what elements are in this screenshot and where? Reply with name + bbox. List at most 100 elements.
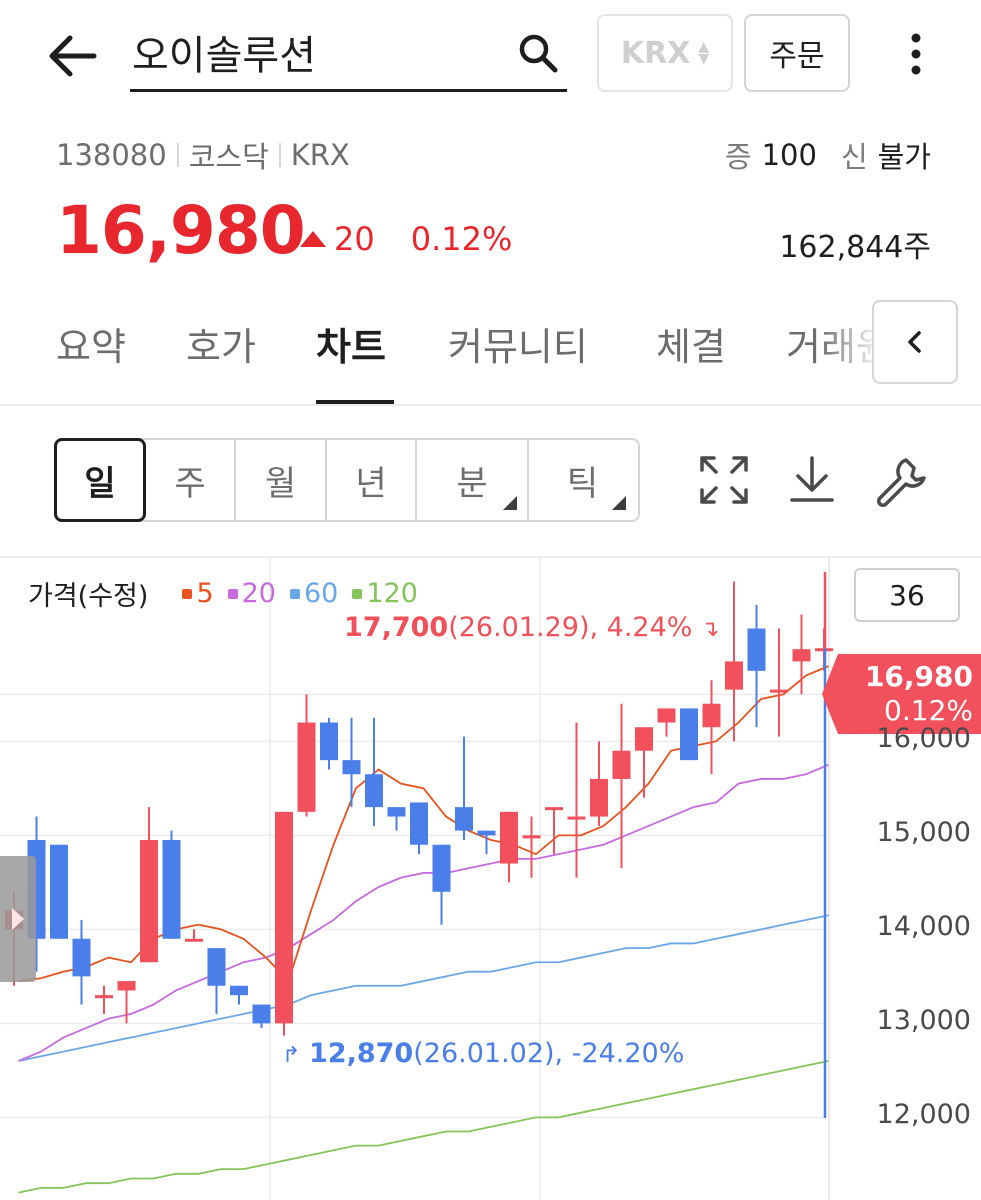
candle-body	[185, 938, 203, 942]
ma60-line	[18, 914, 829, 1062]
margin-label: 증	[724, 140, 752, 174]
period-week[interactable]: 주	[146, 440, 236, 520]
candle-body	[680, 708, 698, 761]
section-tabs: 요약 호가 차트 커뮤니티 체결 거래원	[0, 300, 981, 406]
visible-candles-count[interactable]: 36	[854, 568, 960, 622]
expand-icon[interactable]	[696, 452, 752, 508]
period-minute-label: 분	[456, 463, 488, 504]
period-year[interactable]: 년	[327, 440, 417, 520]
tab-trades[interactable]: 체결	[656, 325, 726, 369]
candle-body	[432, 844, 451, 892]
trade-volume: 162,844주	[779, 230, 931, 265]
credit-value: 불가	[877, 140, 931, 174]
legend-swatch	[289, 588, 300, 599]
tab-summary[interactable]: 요약	[56, 325, 126, 369]
candle-body	[95, 995, 113, 999]
high-annotation: 17,700(26.01.29), 4.24% ↴	[344, 612, 719, 643]
candle-body	[230, 985, 248, 996]
legend-ma60-label: 60	[303, 578, 339, 609]
ma20-line	[18, 764, 829, 1062]
candle-body	[320, 722, 338, 761]
menu-corner-icon	[612, 496, 626, 510]
candle-body	[50, 844, 68, 939]
download-icon[interactable]	[784, 452, 840, 508]
legend-swatch	[182, 588, 193, 599]
candle-body	[522, 835, 541, 839]
low-price: 12,870	[309, 1038, 414, 1069]
tab-community[interactable]: 커뮤니티	[448, 325, 588, 369]
active-tab-indicator	[316, 400, 394, 404]
candle-body	[770, 689, 788, 693]
chart-scroll-handle[interactable]	[0, 856, 36, 982]
high-price: 17,700	[344, 612, 449, 643]
period-selector: 일 주 월 년 분 틱	[54, 438, 640, 522]
tab-scroll-button[interactable]	[872, 300, 958, 384]
tab-fade	[820, 300, 880, 404]
current-price: 16,980	[56, 192, 306, 269]
divider	[278, 143, 281, 167]
y-tick-label: 14,000	[876, 911, 971, 943]
candle-body	[252, 1004, 271, 1024]
y-tick-label: 16,000	[876, 723, 971, 755]
margin-value: 100	[761, 138, 817, 172]
candle-body	[162, 840, 181, 939]
candle-body	[635, 727, 653, 751]
more-vertical-icon[interactable]	[896, 24, 936, 84]
chart-title: 가격(수정)	[28, 581, 149, 612]
exchange-select-label: KRX	[620, 35, 691, 71]
legend-swatch	[227, 588, 238, 599]
price-tag-value: 16,980	[864, 660, 973, 693]
chart-legend: 가격(수정) 5 20 60 120	[28, 574, 418, 613]
candle-body	[275, 811, 293, 1024]
candle-body	[297, 722, 316, 812]
period-day[interactable]: 일	[54, 438, 146, 522]
legend-ma120-label: 120	[366, 578, 418, 609]
candle-body	[792, 649, 811, 662]
candle-body	[747, 628, 766, 671]
candle-body	[567, 816, 586, 820]
period-year-label: 년	[355, 463, 387, 504]
candle-body	[342, 760, 361, 775]
play-right-icon	[12, 908, 24, 930]
updown-chevron-icon: ▲ ▼	[698, 39, 710, 67]
period-month[interactable]: 월	[236, 440, 327, 520]
tab-chart[interactable]: 차트	[316, 325, 386, 369]
search-icon[interactable]	[515, 30, 561, 76]
period-tick-label: 틱	[566, 463, 599, 504]
price-chart[interactable]: 가격(수정) 5 20 60 120 17,700(26.01.29), 4.2…	[0, 556, 981, 1200]
change-percent: 0.12%	[410, 220, 513, 258]
period-week-label: 주	[174, 463, 206, 504]
exchange-select[interactable]: KRX ▲ ▼	[597, 14, 733, 92]
stock-exchange: KRX	[290, 138, 350, 172]
candle-body	[725, 661, 743, 690]
candle-body	[410, 802, 428, 845]
period-tick[interactable]: 틱	[529, 440, 636, 520]
search-input[interactable]	[132, 24, 502, 80]
candle-body	[612, 750, 631, 779]
candle-body	[702, 703, 721, 728]
candle-body	[657, 708, 676, 723]
candle-body	[207, 948, 226, 986]
candle-body	[500, 811, 518, 864]
back-arrow-icon[interactable]	[42, 26, 102, 86]
wrench-icon[interactable]	[872, 452, 928, 508]
candle-body	[590, 778, 608, 817]
legend-ma60: 60	[289, 578, 339, 609]
stock-meta: 138080 코스닥 KRX	[56, 134, 350, 176]
price-tag-percent: 0.12%	[884, 694, 973, 727]
candle-body	[72, 938, 91, 977]
y-tick-label: 12,000	[876, 1099, 971, 1131]
credit-label: 신	[840, 140, 868, 174]
tab-orderbook[interactable]: 호가	[186, 325, 256, 369]
order-button[interactable]: 주문	[744, 14, 850, 92]
corner-arrow-icon: ↱	[282, 1043, 301, 1068]
legend-ma120: 120	[352, 578, 418, 609]
candle-body	[477, 830, 496, 836]
candle-body	[140, 840, 158, 963]
low-annotation: ↱ 12,870(26.01.02), -24.20%	[282, 1038, 684, 1069]
period-minute[interactable]: 분	[417, 440, 529, 520]
high-detail: (26.01.29), 4.24%	[448, 612, 693, 643]
period-month-label: 월	[264, 463, 297, 504]
current-price-tag: 16,980 0.12%	[822, 654, 981, 734]
legend-ma5-label: 5	[196, 578, 214, 609]
